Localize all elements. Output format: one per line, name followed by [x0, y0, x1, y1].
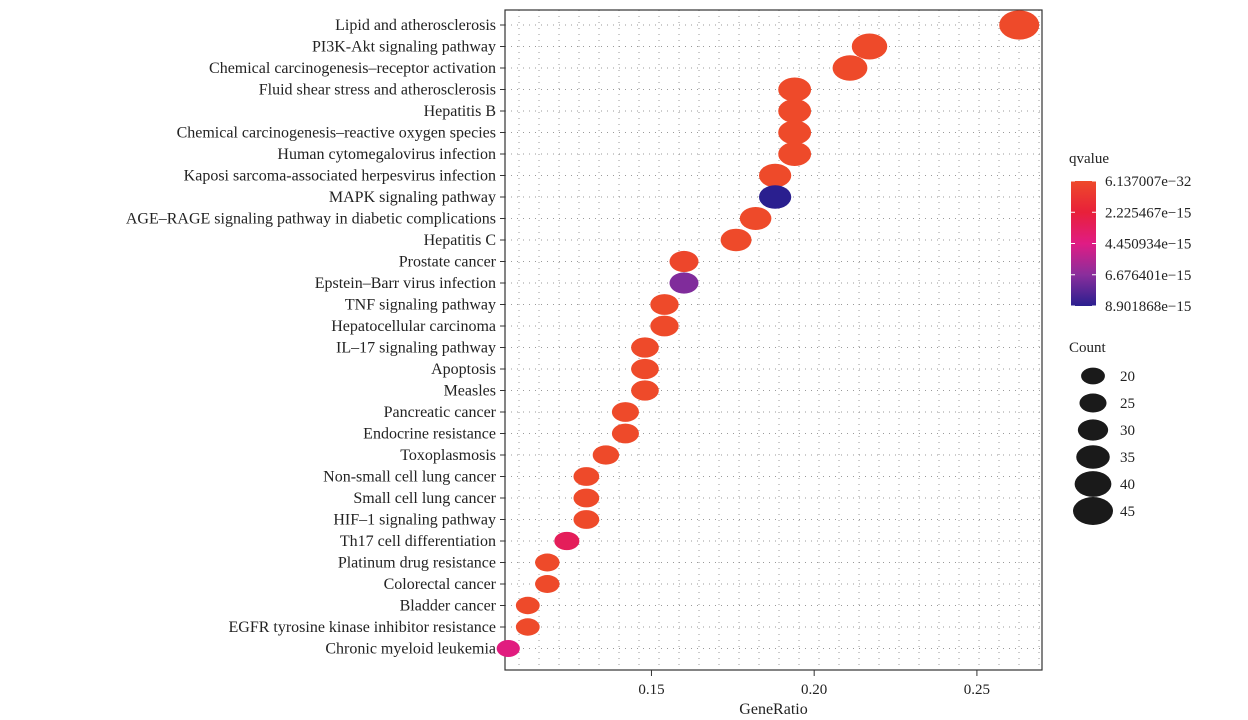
pathway-label: Non-small cell lung cancer [323, 469, 496, 486]
pathway-label: Pancreatic cancer [384, 404, 497, 421]
pathway-label: Bladder cancer [400, 598, 497, 615]
data-point [739, 206, 772, 231]
qvalue-legend-label: 6.137007e−32 [1105, 174, 1191, 190]
pathway-label: Hepatitis B [424, 103, 496, 120]
qvalue-legend-label: 2.225467e−15 [1105, 205, 1191, 221]
pathway-labels: Lipid and atherosclerosis PI3K-Akt signal… [126, 17, 505, 658]
data-point [631, 380, 659, 401]
pathway-label: Epstein–Barr virus infection [315, 275, 496, 292]
count-size-legend: Count 20 25 30 35 40 45 [1069, 340, 1135, 525]
pathway-label: TNF signaling pathway [345, 297, 496, 314]
x-tick-label: 0.25 [964, 682, 990, 698]
pathway-label: Small cell lung cancer [353, 490, 496, 507]
count-legend-title: Count [1069, 340, 1107, 356]
pathway-label: Colorectal cancer [384, 576, 497, 593]
data-point [650, 315, 679, 337]
data-point [611, 402, 639, 422]
data-point [592, 445, 620, 465]
pathway-label: Measles [444, 383, 496, 400]
data-point [573, 510, 600, 529]
x-axis-ticks: 0.15 0.20 0.25 [638, 670, 990, 698]
pathway-label: Th17 cell differentiation [340, 533, 496, 550]
pathway-label: Chemical carcinogenesis–reactive oxygen … [177, 125, 496, 142]
data-point [535, 553, 560, 572]
pathway-label: HIF–1 signaling pathway [333, 512, 496, 529]
data-point [611, 423, 639, 444]
count-legend-label: 40 [1120, 477, 1135, 493]
pathway-label: Lipid and atherosclerosis [335, 17, 496, 34]
data-point [573, 488, 600, 508]
data-point [851, 33, 888, 60]
count-legend-dot [1073, 497, 1113, 525]
data-point [515, 618, 540, 636]
data-point [554, 531, 580, 551]
plot-frame [504, 9, 1043, 671]
pathway-label: PI3K-Akt signaling pathway [312, 39, 496, 56]
data-point [778, 77, 812, 102]
data-point [669, 250, 699, 273]
data-point [778, 120, 812, 145]
data-point [720, 228, 752, 252]
pathway-label: Fluid shear stress and atherosclerosis [259, 82, 496, 99]
qvalue-legend-title: qvalue [1069, 151, 1109, 167]
count-legend-label: 35 [1120, 450, 1135, 466]
data-point [832, 55, 868, 81]
data-point [535, 575, 560, 593]
count-legend-dot [1079, 393, 1107, 413]
data-point [759, 163, 792, 188]
pathway-label: Chronic myeloid leukemia [325, 641, 496, 658]
count-legend-items: 20 25 30 35 40 45 [1073, 367, 1135, 525]
pathway-label: MAPK signaling pathway [329, 189, 496, 206]
grid-lines [505, 10, 1042, 670]
pathway-label: AGE–RAGE signaling pathway in diabetic c… [126, 211, 496, 228]
pathway-label: Toxoplasmosis [400, 447, 496, 464]
data-point [778, 141, 812, 167]
pathway-label: Chemical carcinogenesis–receptor activat… [209, 60, 496, 77]
pathway-label: IL–17 signaling pathway [336, 340, 496, 357]
pathway-label: EGFR tyrosine kinase inhibitor resistanc… [228, 619, 496, 636]
count-legend-dot [1074, 471, 1112, 497]
qvalue-legend-label: 8.901868e−15 [1105, 299, 1191, 315]
pathway-label: Kaposi sarcoma-associated herpesvirus in… [184, 168, 496, 185]
pathway-label: Human cytomegalovirus infection [277, 146, 496, 163]
data-point [515, 596, 540, 615]
data-point [778, 98, 812, 124]
count-legend-dot [1081, 367, 1105, 385]
count-legend-label: 30 [1120, 423, 1135, 439]
count-legend-dot [1076, 445, 1110, 469]
pathway-label: Prostate cancer [399, 254, 497, 271]
data-point [631, 358, 659, 380]
x-tick-label: 0.20 [801, 682, 827, 698]
data-point [650, 294, 679, 315]
pathway-label: Apoptosis [431, 361, 496, 378]
x-axis-title: GeneRatio [739, 701, 807, 718]
data-point [999, 10, 1040, 40]
qvalue-legend-label: 6.676401e−15 [1105, 268, 1191, 284]
data-point [496, 640, 520, 657]
qvalue-color-bar [1071, 181, 1096, 306]
count-legend-label: 45 [1120, 504, 1135, 520]
pathway-label: Platinum drug resistance [338, 555, 496, 572]
qvalue-legend-label: 4.450934e−15 [1105, 237, 1191, 253]
pathway-label: Endocrine resistance [363, 426, 496, 443]
x-tick-label: 0.15 [638, 682, 664, 698]
data-point [573, 467, 600, 486]
count-legend-dot [1077, 419, 1109, 441]
count-legend-label: 20 [1120, 369, 1135, 385]
pathway-label: Hepatocellular carcinoma [331, 318, 496, 335]
count-legend-label: 25 [1120, 396, 1135, 412]
data-point [669, 272, 699, 294]
pathway-label: Hepatitis C [424, 232, 496, 249]
data-point [759, 185, 792, 209]
qvalue-legend-ticks: 6.137007e−32 2.225467e−15 4.450934e−15 6.67… [1071, 174, 1191, 315]
data-points [496, 10, 1040, 657]
qvalue-color-legend: qvalue 6.137007e−32 2.225467e−15 4.450934e… [1069, 151, 1191, 315]
data-point [631, 337, 659, 358]
